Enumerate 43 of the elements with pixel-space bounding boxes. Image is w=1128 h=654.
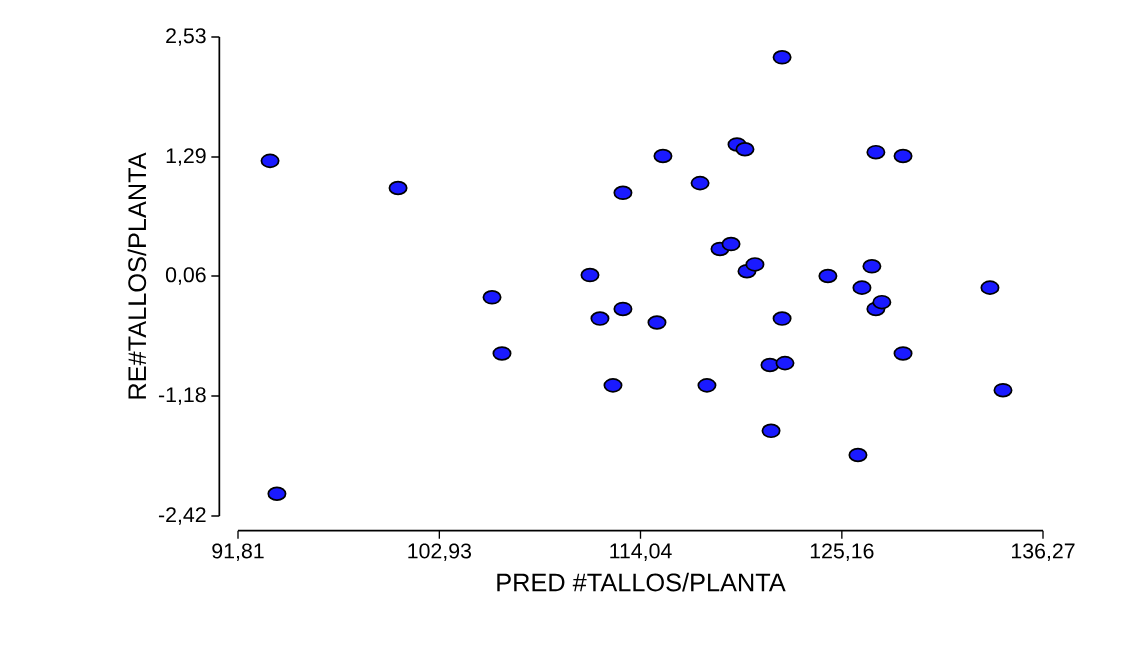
point [647, 315, 667, 330]
point [893, 346, 913, 361]
point [980, 280, 1000, 295]
point [772, 50, 792, 65]
point [590, 311, 610, 326]
point [818, 268, 838, 284]
point [761, 423, 781, 439]
point [697, 378, 717, 393]
point [492, 346, 512, 361]
y-tick-label: -2,42 [158, 507, 206, 525]
x-tick-label: 91,81 [212, 543, 264, 561]
point [893, 148, 913, 164]
x-axis-title: PRED #TALLOS/PLANTA [497, 572, 786, 592]
y-tick-label: 0,06 [165, 267, 206, 285]
point [862, 259, 882, 274]
point [993, 382, 1013, 398]
point [613, 185, 633, 201]
point [260, 153, 280, 169]
y-tick-label: 1,29 [166, 148, 206, 166]
x-tick-label: 136,27 [1012, 543, 1075, 561]
point [872, 294, 892, 310]
point [735, 141, 755, 157]
point [852, 280, 872, 295]
y-axis-title: RE#TALLOS/PLANTA [127, 152, 147, 399]
point [772, 311, 792, 326]
point [653, 148, 673, 164]
point [721, 236, 741, 252]
point [482, 290, 502, 305]
x-tick-label: 125,16 [810, 543, 874, 561]
point [613, 301, 633, 317]
point [603, 378, 623, 393]
point [267, 486, 287, 502]
point [690, 175, 710, 191]
point [580, 267, 600, 283]
point [388, 180, 408, 196]
point [745, 257, 765, 272]
y-tick-label: -1,18 [158, 387, 206, 405]
x-tick-label: 114,04 [610, 543, 672, 561]
point [775, 355, 795, 371]
point [866, 144, 886, 160]
y-tick-label: 2,53 [166, 28, 206, 46]
x-tick-label: 102,93 [408, 543, 472, 561]
point [848, 447, 868, 463]
